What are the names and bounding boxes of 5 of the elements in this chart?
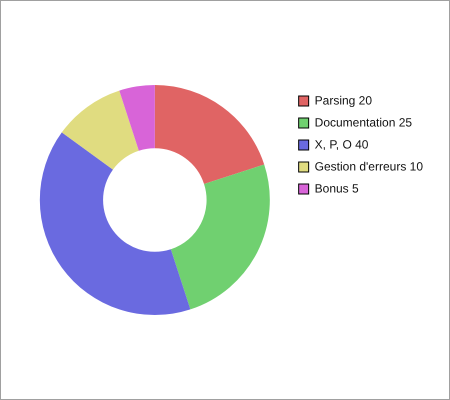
legend-label: Parsing 20: [314, 93, 372, 108]
legend-label: Gestion d'erreurs 10: [314, 159, 424, 174]
legend-label: Documentation 25: [314, 115, 412, 130]
legend-label: X, P, O 40: [314, 137, 369, 152]
legend-label: Bonus 5: [314, 181, 360, 196]
